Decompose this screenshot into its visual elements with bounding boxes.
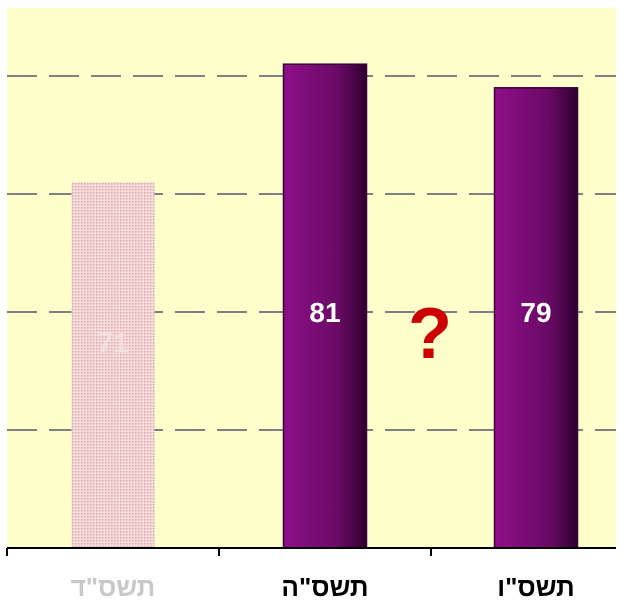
category-label: תשס"ו — [497, 572, 574, 602]
bar-value-label: 71 — [97, 327, 128, 358]
question-mark-annotation: ? — [408, 294, 452, 374]
category-label: תשס"ה — [281, 572, 368, 602]
category-label: תשס"ד — [71, 572, 156, 602]
bar-value-label: 81 — [309, 297, 340, 328]
bar — [71, 182, 155, 548]
bar-value-label: 79 — [520, 297, 551, 328]
bar — [493, 87, 579, 549]
